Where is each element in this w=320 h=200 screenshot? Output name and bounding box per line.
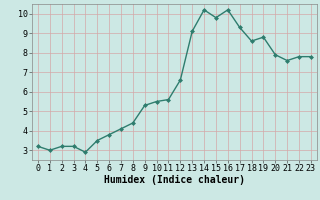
X-axis label: Humidex (Indice chaleur): Humidex (Indice chaleur) [104, 175, 245, 185]
